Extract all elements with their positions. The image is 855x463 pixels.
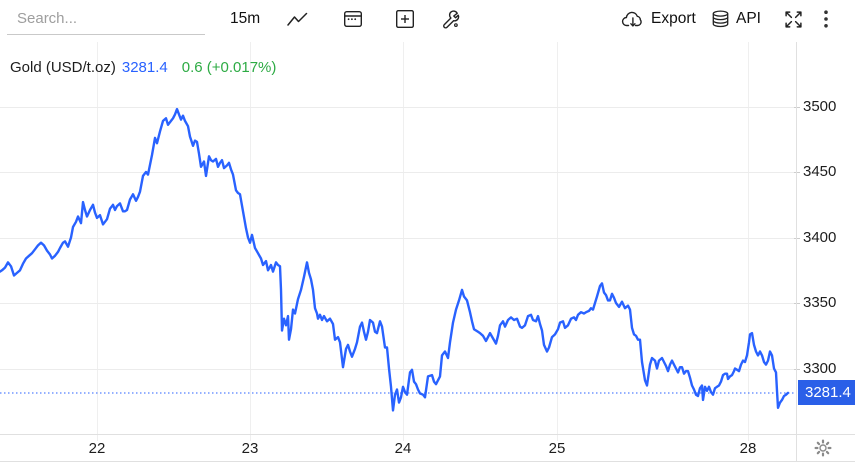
interval-selector[interactable]: 15m: [230, 0, 260, 38]
wrench-icon: [440, 9, 460, 29]
y-axis-label: 3500: [803, 98, 837, 115]
interval-label: 15m: [230, 10, 261, 27]
search-box[interactable]: [7, 4, 205, 35]
more-menu-button[interactable]: [823, 0, 829, 38]
plus-square-icon: [395, 9, 415, 29]
x-axis-label: 23: [241, 440, 259, 457]
gear-icon: [814, 439, 832, 461]
database-icon: [711, 10, 730, 28]
current-price-badge: 3281.4: [798, 380, 855, 405]
toolbar: 15m: [0, 0, 855, 42]
chart-settings-button[interactable]: [814, 439, 832, 462]
export-label: Export: [651, 10, 696, 27]
expand-icon: [784, 10, 803, 29]
y-axis-label: 3350: [803, 294, 837, 311]
date-range-button[interactable]: [343, 0, 363, 38]
symbol-name: Gold (USD/t.oz): [10, 58, 116, 76]
y-axis-label: 3400: [803, 229, 837, 246]
add-indicator-button[interactable]: [395, 0, 415, 38]
x-axis-label: 28: [739, 440, 757, 457]
search-input[interactable]: [7, 4, 205, 35]
fullscreen-button[interactable]: [784, 0, 803, 38]
price-change: 0.6 (+0.017%): [181, 58, 277, 76]
cloud-download-icon: [621, 10, 645, 28]
line-chart-icon: [287, 12, 308, 27]
kebab-menu-icon: [823, 9, 829, 29]
tools-button[interactable]: [440, 0, 460, 38]
chart-legend: Gold (USD/t.oz) 3281.4 0.6 (+0.017%): [10, 57, 276, 77]
price-series-line: [0, 107, 790, 412]
api-button[interactable]: API: [711, 0, 761, 38]
x-axis-label: 22: [88, 440, 106, 457]
x-axis-label: 25: [548, 440, 566, 457]
calendar-icon: [343, 9, 363, 29]
y-axis-label: 3300: [803, 360, 837, 377]
last-price: 3281.4: [121, 58, 168, 76]
y-axis-label: 3450: [803, 163, 837, 180]
api-label: API: [736, 10, 761, 27]
x-axis-label: 24: [394, 440, 412, 457]
chart-type-button[interactable]: [287, 0, 308, 38]
export-button[interactable]: Export: [621, 0, 696, 38]
